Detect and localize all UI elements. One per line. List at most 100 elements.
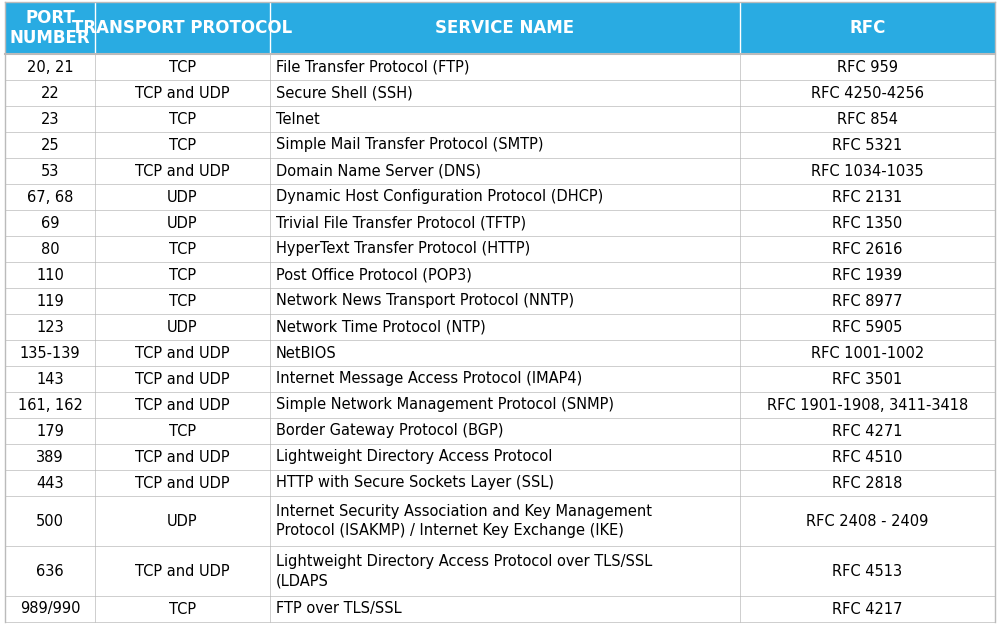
Text: RFC 1350: RFC 1350 xyxy=(832,215,903,230)
Text: 143: 143 xyxy=(36,371,64,386)
Text: RFC 5905: RFC 5905 xyxy=(832,319,903,334)
Text: Network News Transport Protocol (NNTP): Network News Transport Protocol (NNTP) xyxy=(276,294,574,309)
Text: HyperText Transfer Protocol (HTTP): HyperText Transfer Protocol (HTTP) xyxy=(276,242,530,257)
Text: TRANSPORT PROTOCOL: TRANSPORT PROTOCOL xyxy=(72,19,293,37)
Bar xyxy=(5,288,995,314)
Text: 69: 69 xyxy=(41,215,59,230)
Text: Border Gateway Protocol (BGP): Border Gateway Protocol (BGP) xyxy=(276,424,504,438)
Text: TCP: TCP xyxy=(169,59,196,74)
Text: Post Office Protocol (POP3): Post Office Protocol (POP3) xyxy=(276,267,472,282)
Text: TCP: TCP xyxy=(169,267,196,282)
Text: Internet Security Association and Key Management
Protocol (ISAKMP) / Internet Ke: Internet Security Association and Key Ma… xyxy=(276,504,652,538)
Text: 500: 500 xyxy=(36,513,64,528)
Bar xyxy=(5,470,995,496)
Text: UDP: UDP xyxy=(167,319,198,334)
Text: 80: 80 xyxy=(41,242,59,257)
Text: 119: 119 xyxy=(36,294,64,309)
Bar xyxy=(5,444,995,470)
Bar xyxy=(5,184,995,210)
Bar xyxy=(5,210,995,236)
Bar xyxy=(5,546,995,596)
Text: FTP over TLS/SSL: FTP over TLS/SSL xyxy=(276,602,402,617)
Text: HTTP with Secure Sockets Layer (SSL): HTTP with Secure Sockets Layer (SSL) xyxy=(276,476,554,491)
Text: RFC 1034-1035: RFC 1034-1035 xyxy=(811,163,924,178)
Text: RFC 1939: RFC 1939 xyxy=(832,267,903,282)
Text: RFC 1001-1002: RFC 1001-1002 xyxy=(811,346,924,361)
Text: 135-139: 135-139 xyxy=(20,346,80,361)
Text: RFC 3501: RFC 3501 xyxy=(832,371,903,386)
Text: TCP: TCP xyxy=(169,242,196,257)
Text: RFC 4513: RFC 4513 xyxy=(832,563,903,578)
Text: PORT
NUMBER: PORT NUMBER xyxy=(10,9,90,48)
Text: RFC 2408 - 2409: RFC 2408 - 2409 xyxy=(806,513,929,528)
Text: 123: 123 xyxy=(36,319,64,334)
Text: 53: 53 xyxy=(41,163,59,178)
Bar xyxy=(5,262,995,288)
Text: TCP: TCP xyxy=(169,111,196,126)
Text: Simple Network Management Protocol (SNMP): Simple Network Management Protocol (SNMP… xyxy=(276,398,614,413)
Text: TCP and UDP: TCP and UDP xyxy=(135,398,230,413)
Bar xyxy=(5,596,995,622)
Text: 989/990: 989/990 xyxy=(20,602,80,617)
Text: UDP: UDP xyxy=(167,513,198,528)
Bar xyxy=(5,132,995,158)
Text: 25: 25 xyxy=(41,138,59,153)
Text: File Transfer Protocol (FTP): File Transfer Protocol (FTP) xyxy=(276,59,470,74)
Text: UDP: UDP xyxy=(167,190,198,205)
Text: RFC: RFC xyxy=(849,19,886,37)
Text: 443: 443 xyxy=(36,476,64,491)
Text: RFC 8977: RFC 8977 xyxy=(832,294,903,309)
Text: 161, 162: 161, 162 xyxy=(18,398,82,413)
Text: 179: 179 xyxy=(36,424,64,438)
Text: 67, 68: 67, 68 xyxy=(27,190,73,205)
Text: NetBIOS: NetBIOS xyxy=(276,346,337,361)
Text: Network Time Protocol (NTP): Network Time Protocol (NTP) xyxy=(276,319,486,334)
Text: RFC 959: RFC 959 xyxy=(837,59,898,74)
Text: RFC 4250-4256: RFC 4250-4256 xyxy=(811,86,924,101)
Bar xyxy=(5,314,995,340)
Text: SERVICE NAME: SERVICE NAME xyxy=(435,19,575,37)
Bar xyxy=(5,106,995,132)
Text: RFC 2818: RFC 2818 xyxy=(832,476,903,491)
Text: UDP: UDP xyxy=(167,215,198,230)
Text: TCP: TCP xyxy=(169,424,196,438)
Text: 636: 636 xyxy=(36,563,64,578)
Text: TCP and UDP: TCP and UDP xyxy=(135,449,230,464)
Text: RFC 4271: RFC 4271 xyxy=(832,424,903,438)
Text: TCP and UDP: TCP and UDP xyxy=(135,346,230,361)
Text: Domain Name Server (DNS): Domain Name Server (DNS) xyxy=(276,163,481,178)
Text: Secure Shell (SSH): Secure Shell (SSH) xyxy=(276,86,413,101)
Text: RFC 4217: RFC 4217 xyxy=(832,602,903,617)
Text: Dynamic Host Configuration Protocol (DHCP): Dynamic Host Configuration Protocol (DHC… xyxy=(276,190,603,205)
Bar xyxy=(5,158,995,184)
Text: TCP: TCP xyxy=(169,602,196,617)
Bar xyxy=(5,392,995,418)
Text: RFC 854: RFC 854 xyxy=(837,111,898,126)
Text: Simple Mail Transfer Protocol (SMTP): Simple Mail Transfer Protocol (SMTP) xyxy=(276,138,544,153)
Text: Lightweight Directory Access Protocol: Lightweight Directory Access Protocol xyxy=(276,449,552,464)
Bar xyxy=(5,2,995,54)
Text: TCP and UDP: TCP and UDP xyxy=(135,86,230,101)
Bar xyxy=(5,80,995,106)
Bar xyxy=(5,54,995,80)
Text: TCP and UDP: TCP and UDP xyxy=(135,476,230,491)
Text: RFC 5321: RFC 5321 xyxy=(832,138,903,153)
Bar xyxy=(5,366,995,392)
Text: Trivial File Transfer Protocol (TFTP): Trivial File Transfer Protocol (TFTP) xyxy=(276,215,526,230)
Text: TCP and UDP: TCP and UDP xyxy=(135,163,230,178)
Text: RFC 4510: RFC 4510 xyxy=(832,449,903,464)
Bar xyxy=(5,340,995,366)
Text: Lightweight Directory Access Protocol over TLS/SSL
(LDAPS: Lightweight Directory Access Protocol ov… xyxy=(276,554,652,588)
Text: RFC 2131: RFC 2131 xyxy=(832,190,903,205)
Text: 22: 22 xyxy=(41,86,59,101)
Text: RFC 1901-1908, 3411-3418: RFC 1901-1908, 3411-3418 xyxy=(767,398,968,413)
Text: 110: 110 xyxy=(36,267,64,282)
Text: TCP and UDP: TCP and UDP xyxy=(135,563,230,578)
Text: RFC 2616: RFC 2616 xyxy=(832,242,903,257)
Text: 389: 389 xyxy=(36,449,64,464)
Text: 23: 23 xyxy=(41,111,59,126)
Text: Internet Message Access Protocol (IMAP4): Internet Message Access Protocol (IMAP4) xyxy=(276,371,582,386)
Text: TCP: TCP xyxy=(169,138,196,153)
Text: TCP: TCP xyxy=(169,294,196,309)
Text: TCP and UDP: TCP and UDP xyxy=(135,371,230,386)
